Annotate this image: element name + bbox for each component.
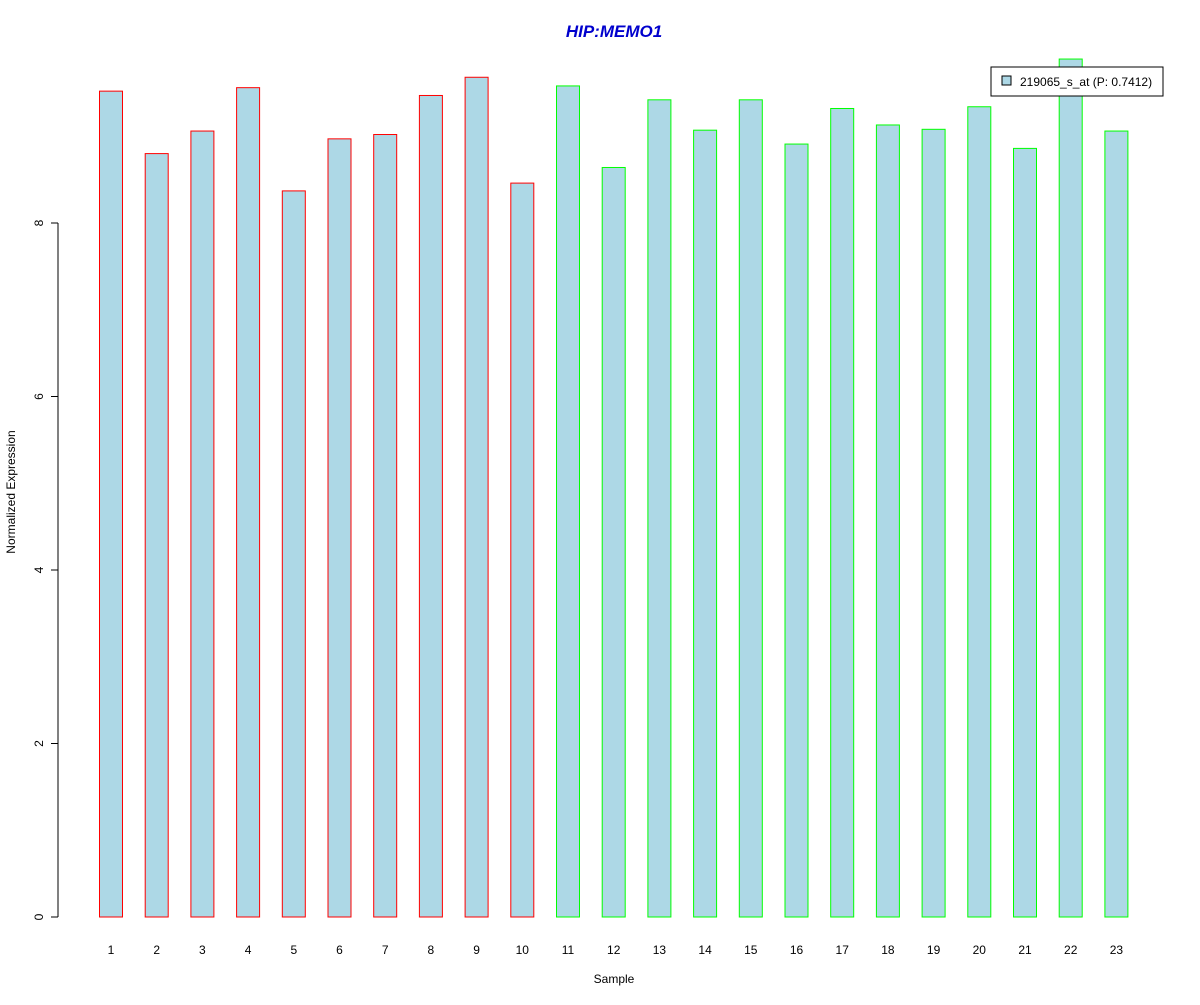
x-tick-label: 12 xyxy=(607,943,621,957)
bar xyxy=(418,94,443,918)
x-tick-label: 14 xyxy=(698,943,712,957)
bar xyxy=(190,130,215,918)
bar xyxy=(327,138,352,918)
x-tick-label: 4 xyxy=(245,943,252,957)
bar xyxy=(556,85,580,918)
bar xyxy=(373,134,398,918)
x-axis-label: Sample xyxy=(594,972,635,986)
x-tick-label: 7 xyxy=(382,943,389,957)
bar xyxy=(738,99,763,918)
bar xyxy=(784,143,809,918)
x-tick-label: 22 xyxy=(1064,943,1078,957)
x-tick-label: 16 xyxy=(790,943,804,957)
bar xyxy=(236,87,261,918)
bars xyxy=(99,58,1129,918)
bar xyxy=(1104,130,1129,918)
bar xyxy=(693,129,718,918)
bar xyxy=(1058,58,1083,918)
x-tick-label: 21 xyxy=(1018,943,1032,957)
bar xyxy=(830,107,855,918)
bar xyxy=(510,182,535,918)
bar xyxy=(281,190,306,918)
chart-title: HIP:MEMO1 xyxy=(566,22,662,41)
y-axis: 0 2 4 6 8 xyxy=(32,219,59,920)
y-axis-label: Normalized Expression xyxy=(4,430,18,553)
x-tick-label: 10 xyxy=(516,943,530,957)
x-tick-label: 11 xyxy=(562,943,575,957)
x-tick-label: 23 xyxy=(1110,943,1124,957)
y-tick-label: 8 xyxy=(32,219,46,226)
x-tick-label: 2 xyxy=(153,943,160,957)
bar xyxy=(464,76,489,918)
y-tick-label: 4 xyxy=(32,566,46,573)
legend-box xyxy=(990,66,1164,97)
legend: 219065_s_at (P: 0.7412) xyxy=(990,66,1164,97)
y-tick-label: 0 xyxy=(32,913,46,920)
x-tick-label: 6 xyxy=(336,943,343,957)
x-tick-label: 20 xyxy=(973,943,987,957)
bar xyxy=(99,90,123,918)
y-tick-label: 6 xyxy=(32,393,46,400)
x-tick-labels: 1 2 3 4 5 6 7 8 9 10 11 12 13 14 15 16 17 18 19 20 21 22 23 xyxy=(108,943,1124,957)
x-tick-label: 17 xyxy=(836,943,850,957)
bar xyxy=(921,128,946,918)
bar xyxy=(144,153,169,918)
legend-swatch xyxy=(1001,75,1012,86)
x-tick-label: 8 xyxy=(428,943,435,957)
bar xyxy=(967,106,992,918)
legend-entry-label: 219065_s_at (P: 0.7412) xyxy=(1020,75,1152,89)
bar xyxy=(601,166,626,918)
y-tick-label: 2 xyxy=(32,740,46,747)
x-tick-label: 19 xyxy=(927,943,941,957)
x-tick-label: 15 xyxy=(744,943,758,957)
x-tick-label: 18 xyxy=(881,943,895,957)
x-tick-label: 9 xyxy=(473,943,480,957)
bar xyxy=(875,124,900,918)
x-tick-label: 5 xyxy=(290,943,297,957)
bar xyxy=(647,99,672,918)
x-tick-label: 3 xyxy=(199,943,206,957)
bar xyxy=(1013,147,1037,918)
x-tick-label: 1 xyxy=(108,943,115,957)
x-tick-label: 13 xyxy=(653,943,667,957)
